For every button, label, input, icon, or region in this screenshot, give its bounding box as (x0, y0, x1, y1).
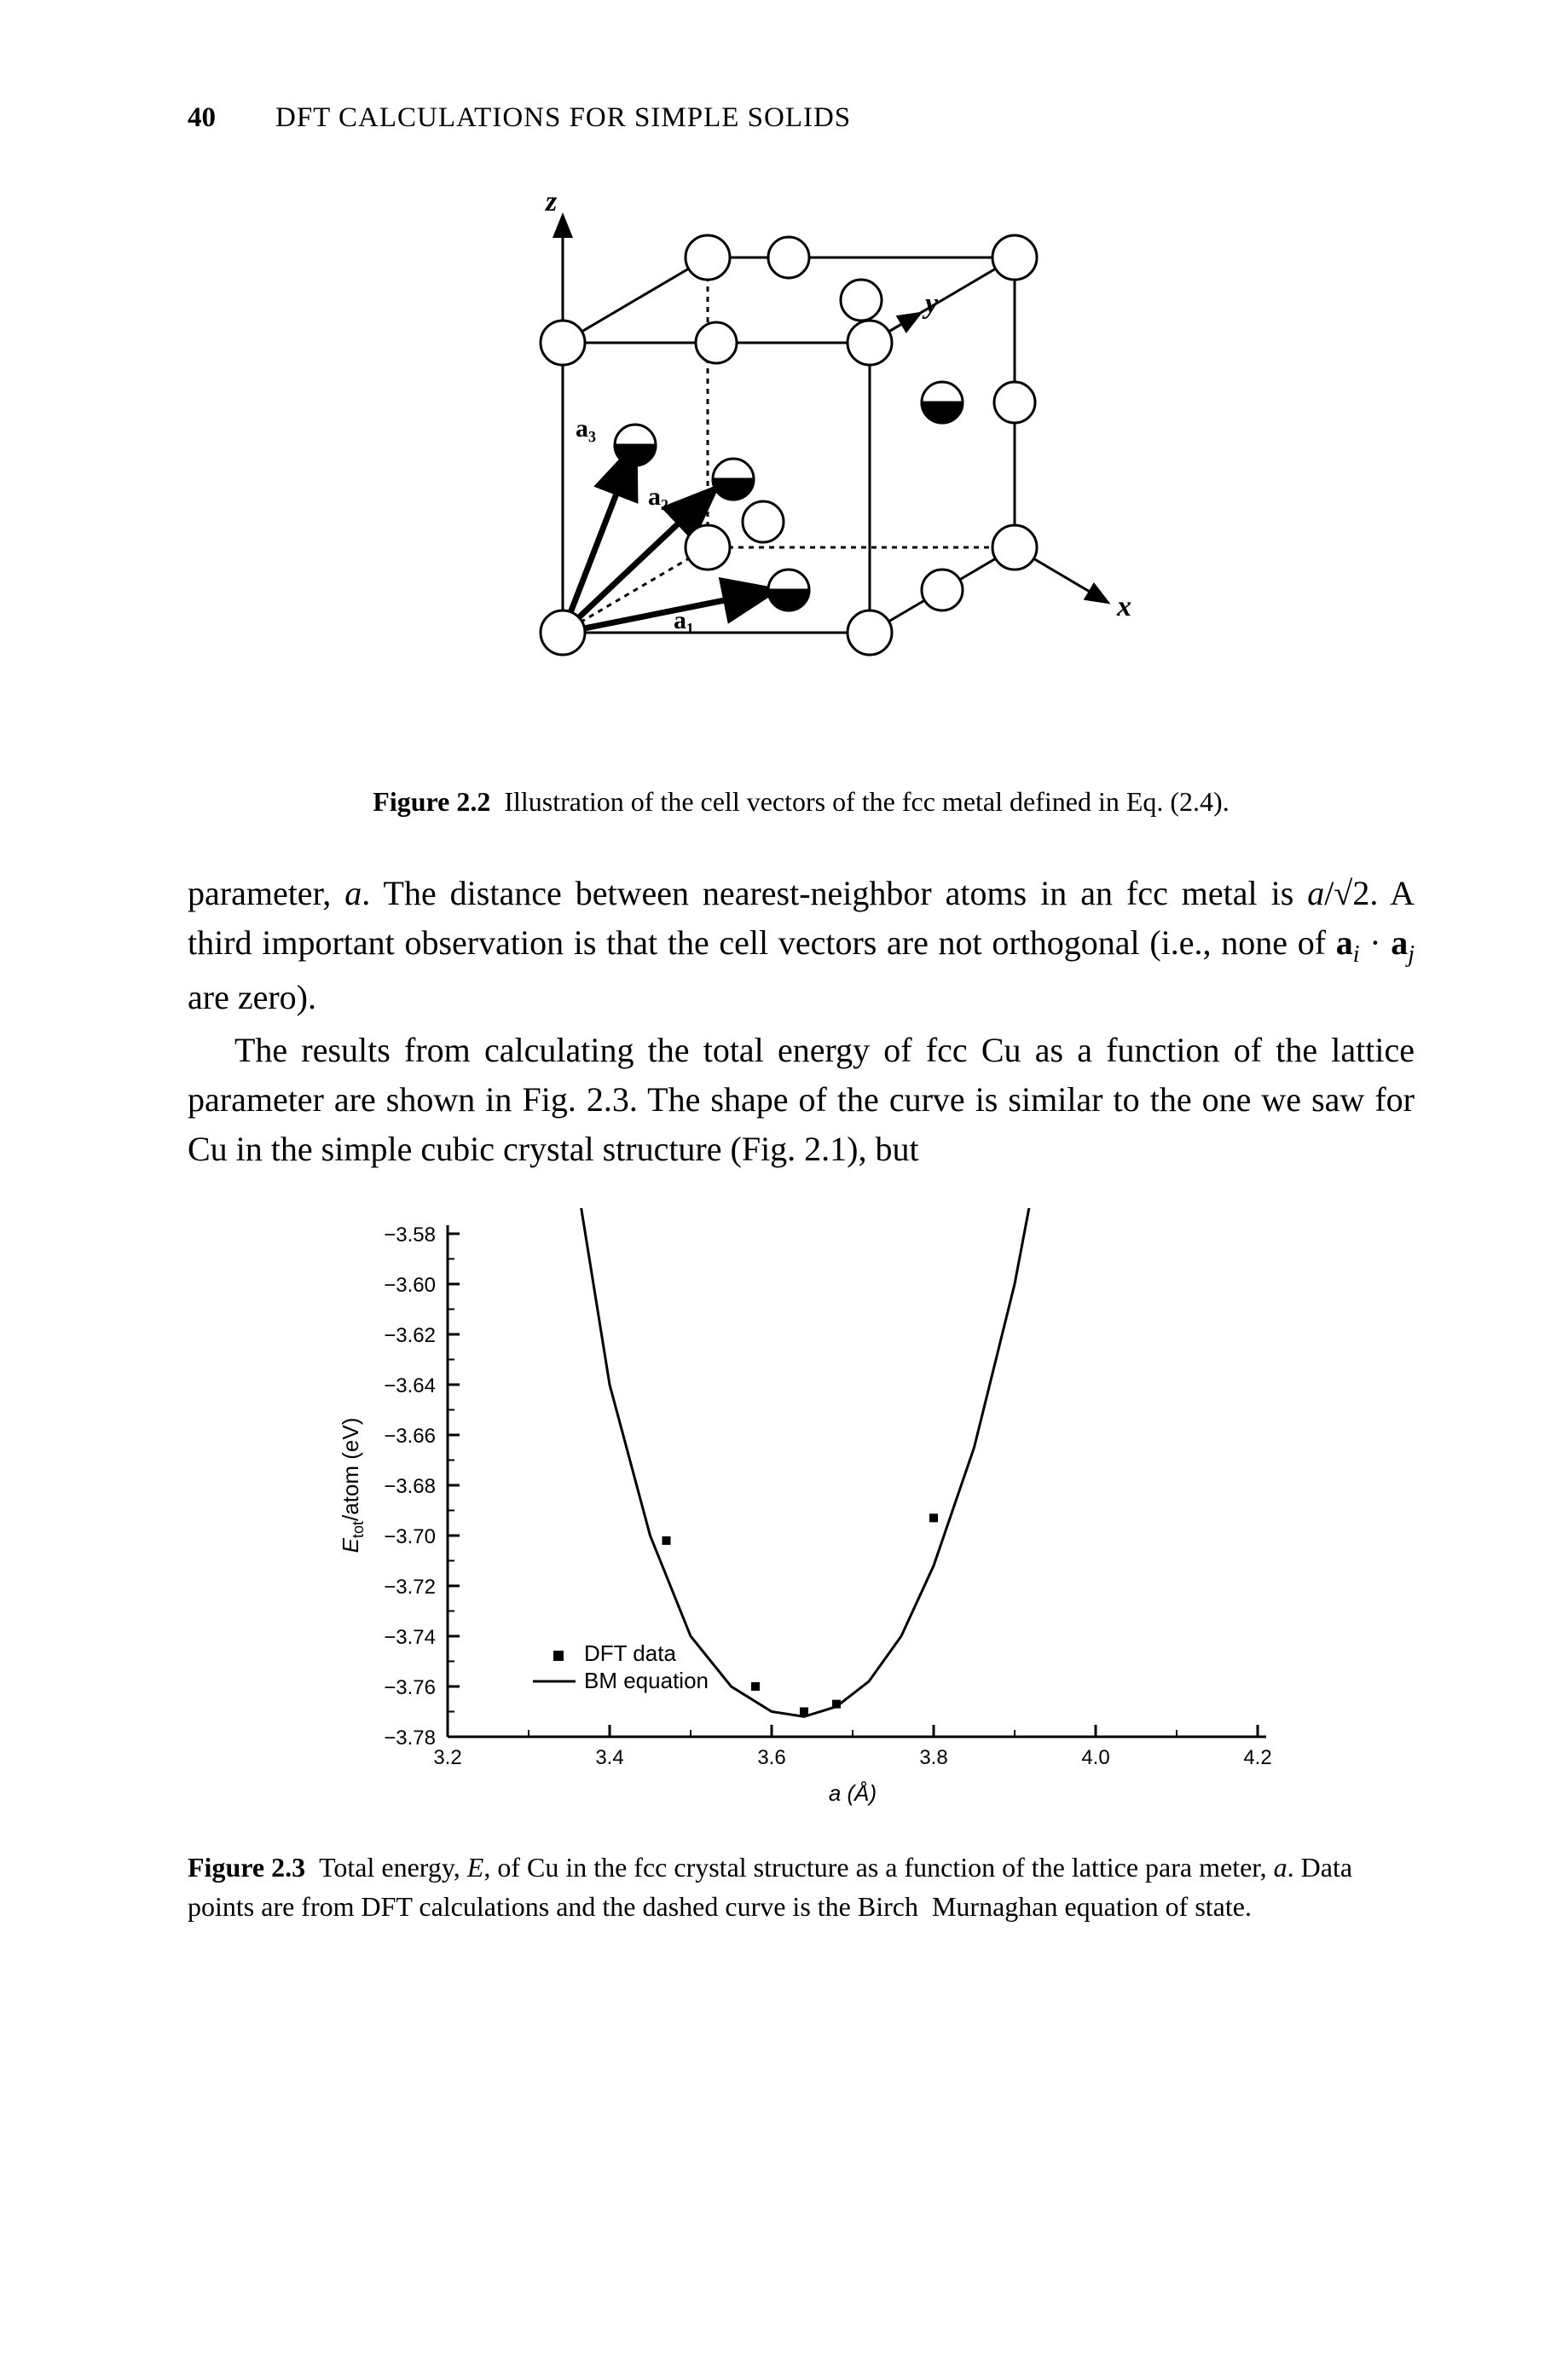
page-number: 40 (188, 102, 216, 134)
svg-text:−3.62: −3.62 (384, 1324, 436, 1347)
svg-text:3.6: 3.6 (757, 1746, 785, 1769)
svg-text:−3.68: −3.68 (384, 1475, 436, 1498)
paragraph-1: parameter, a. The distance between neare… (188, 869, 1415, 1022)
svg-text:a (Å): a (Å) (828, 1780, 876, 1806)
svg-text:Etot/atom (eV): Etot/atom (eV) (338, 1417, 367, 1553)
a3-vector (563, 445, 635, 633)
x-label: x (1116, 591, 1131, 622)
svg-text:−3.58: −3.58 (384, 1223, 436, 1247)
figure-2-2-caption-label: Figure 2.2 (373, 786, 490, 817)
svg-text:4.0: 4.0 (1081, 1746, 1109, 1769)
a1-vector (563, 590, 776, 633)
figure-2-2: z x y a₁ a₂ a₃ (418, 181, 1185, 761)
body-text: parameter, a. The distance between neare… (188, 869, 1415, 1174)
svg-text:−3.78: −3.78 (384, 1727, 436, 1750)
svg-text:BM equation: BM equation (584, 1668, 709, 1693)
figure-2-2-caption: Figure 2.2 Illustration of the cell vect… (188, 786, 1415, 818)
paragraph-2: The results from calculating the total e… (188, 1026, 1415, 1174)
figure-2-2-caption-text: Illustration of the cell vectors of the … (504, 786, 1229, 817)
a2-label: a₂ (648, 483, 668, 511)
y-label: y (922, 288, 939, 320)
z-label: z (545, 186, 558, 217)
svg-text:−3.66: −3.66 (384, 1425, 436, 1448)
svg-text:−3.76: −3.76 (384, 1676, 436, 1699)
figure-2-3-caption-text: Total energy, E, of Cu in the fcc crysta… (188, 1852, 1352, 1922)
a1-label: a₁ (674, 606, 694, 634)
svg-text:−3.74: −3.74 (384, 1626, 436, 1649)
svg-text:DFT data: DFT data (584, 1640, 676, 1666)
figure-2-3-caption-label: Figure 2.3 (188, 1852, 305, 1883)
svg-text:3.4: 3.4 (595, 1746, 623, 1769)
face-atoms (615, 237, 1035, 610)
svg-text:−3.64: −3.64 (384, 1374, 436, 1397)
svg-text:−3.60: −3.60 (384, 1274, 436, 1297)
svg-text:−3.72: −3.72 (384, 1576, 436, 1599)
svg-text:3.8: 3.8 (919, 1746, 947, 1769)
a3-label: a₃ (576, 414, 596, 443)
page-header: 40 DFT CALCULATIONS FOR SIMPLE SOLIDS (188, 102, 1415, 134)
svg-text:4.2: 4.2 (1243, 1746, 1271, 1769)
running-head: DFT CALCULATIONS FOR SIMPLE SOLIDS (275, 102, 851, 134)
figure-2-3: −3.58 −3.60 −3.62 −3.64 −3.66 −3.68 −3.70 −3.72… (311, 1208, 1292, 1822)
svg-text:−3.70: −3.70 (384, 1525, 436, 1548)
page: 40 DFT CALCULATIONS FOR SIMPLE SOLIDS (0, 0, 1568, 2366)
figure-2-3-caption: Figure 2.3 Total energy, E, of Cu in the… (188, 1848, 1415, 1927)
svg-text:3.2: 3.2 (433, 1746, 461, 1769)
